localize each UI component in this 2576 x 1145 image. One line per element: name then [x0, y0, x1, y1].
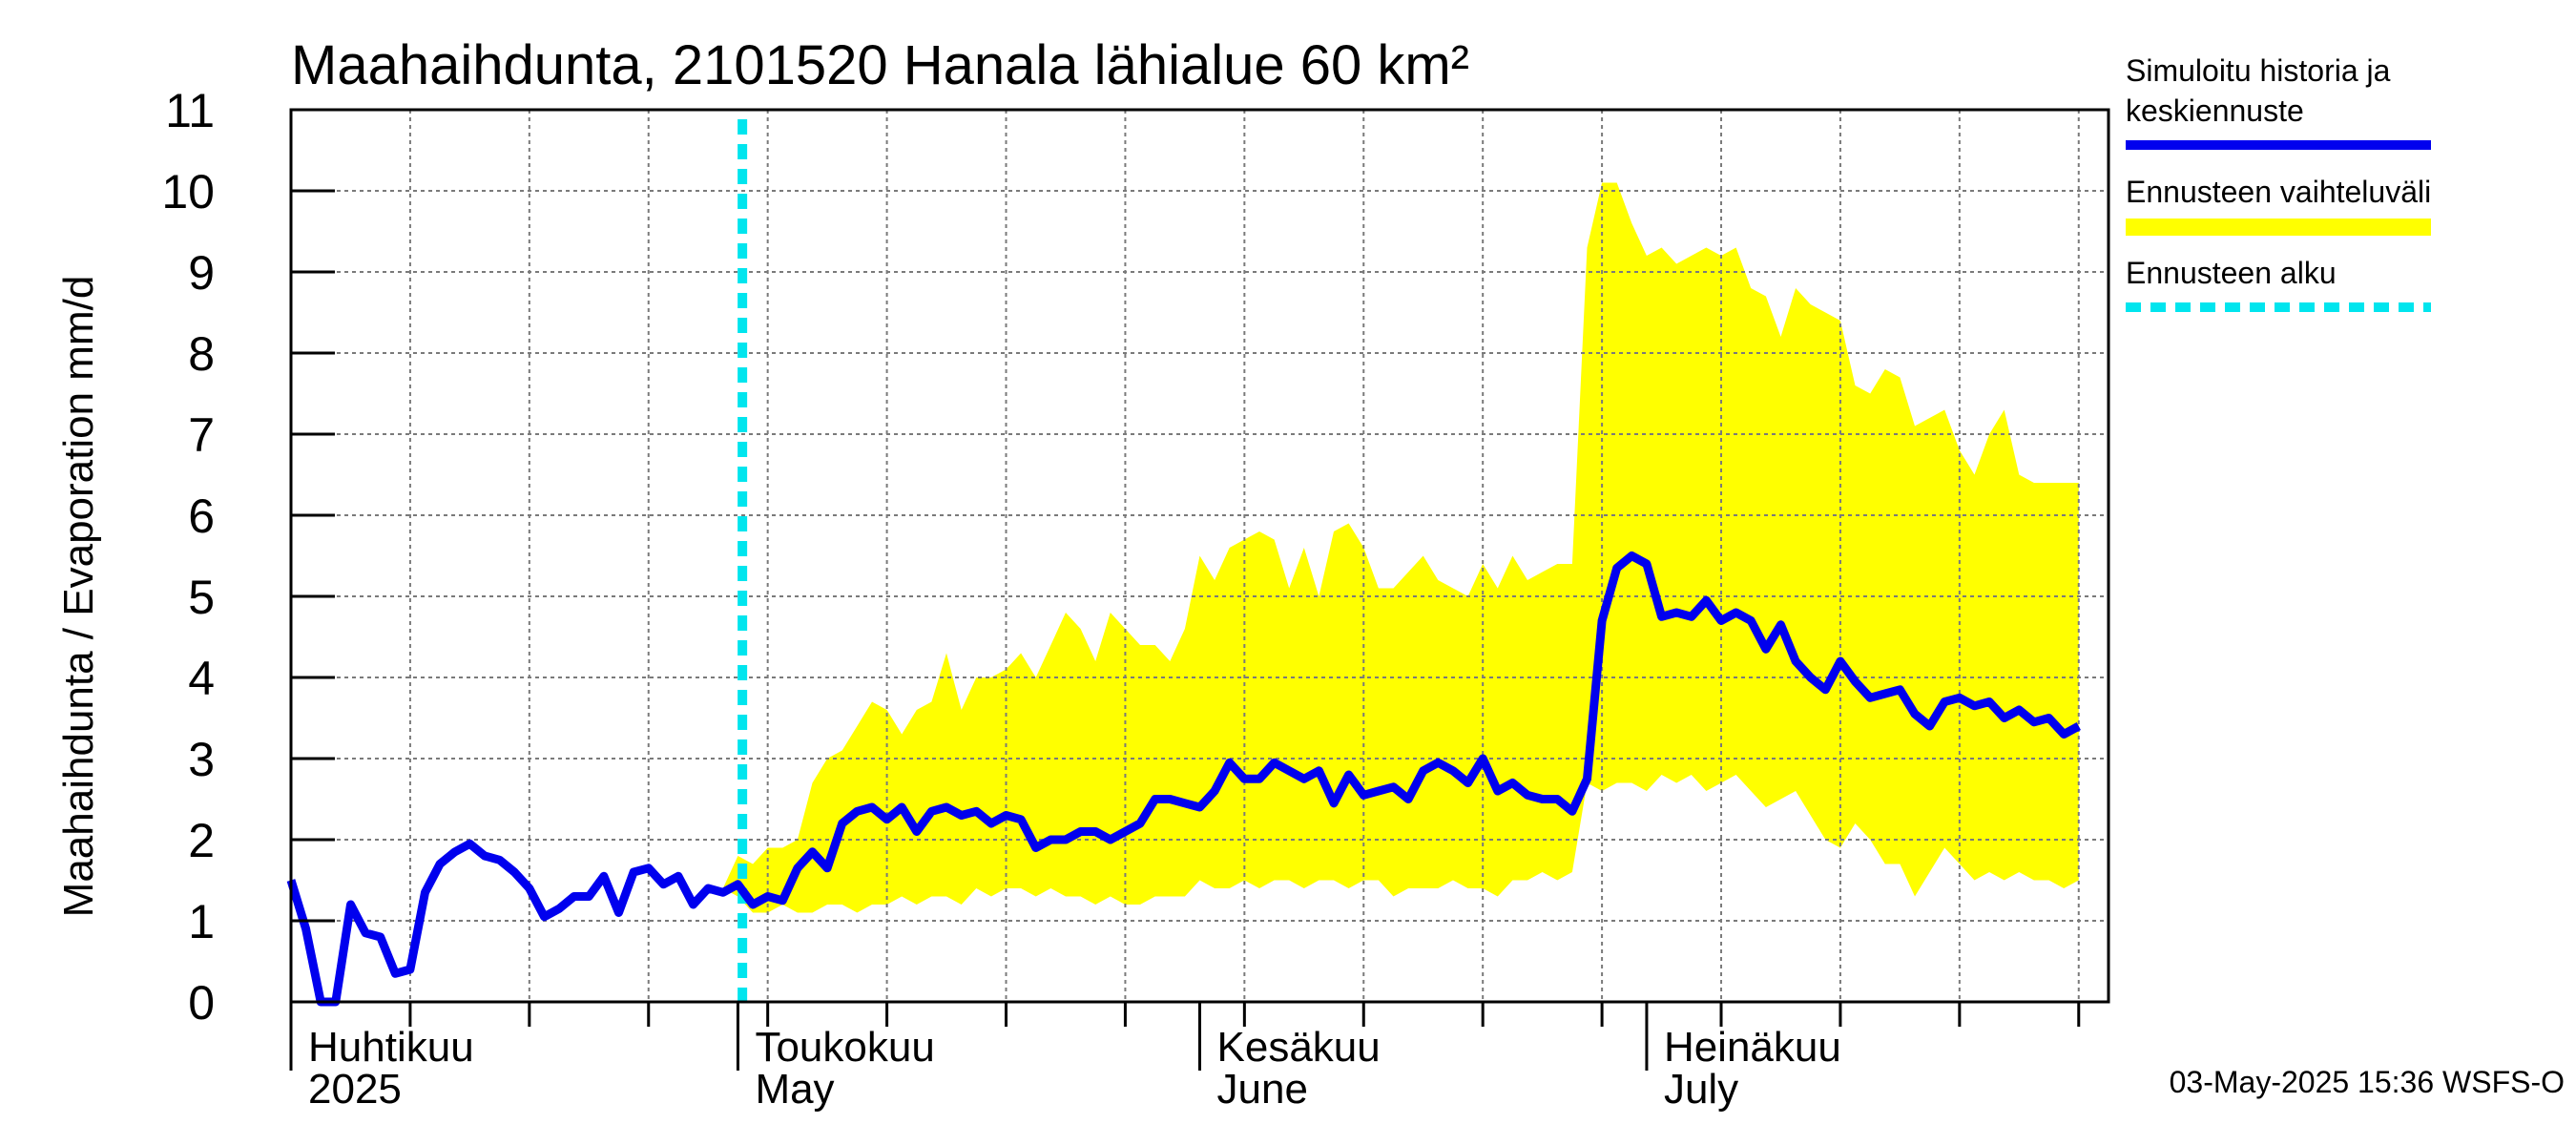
- chart-title: Maahaihdunta, 2101520 Hanala lähialue 60…: [291, 34, 1469, 96]
- y-tick-label: 10: [161, 165, 215, 219]
- legend-label: Ennusteen alku: [2126, 256, 2337, 290]
- y-tick-label: 5: [188, 571, 215, 624]
- y-tick-labels: 0 1 2 3 4 5 6 7 8 9 10 11: [161, 84, 215, 1030]
- y-tick-label: 6: [188, 489, 215, 543]
- y-tick-label: 11: [165, 84, 215, 137]
- legend-swatch-band: [2126, 219, 2431, 236]
- y-tick-label: 1: [188, 895, 215, 948]
- month-label-en: July: [1664, 1066, 1738, 1113]
- median-series: [286, 552, 2081, 1007]
- y-tick-label: 2: [188, 814, 215, 867]
- month-label-fi: Huhtikuu: [308, 1024, 474, 1071]
- y-tick-label: 0: [188, 976, 215, 1030]
- forecast-band-area: [722, 182, 2079, 913]
- y-tick-label: 7: [188, 408, 215, 462]
- y-tick-label: 8: [188, 327, 215, 381]
- median-series-line: [286, 552, 2081, 1007]
- month-label-fi: Toukokuu: [755, 1024, 934, 1071]
- legend-label: Ennusteen vaihteluväli: [2126, 175, 2431, 209]
- month-label-fi: Kesäkuu: [1217, 1024, 1381, 1071]
- legend-label: keskiennuste: [2126, 94, 2304, 128]
- month-label-en: 2025: [308, 1066, 402, 1113]
- y-axis-label: Maahaihdunta / Evaporation mm/d: [55, 276, 102, 918]
- axes: [289, 108, 2110, 1071]
- forecast-range-band: [722, 182, 2079, 913]
- y-tick-label: 4: [188, 652, 215, 705]
- legend-label: Simuloitu historia ja: [2126, 53, 2391, 88]
- month-label-fi: Heinäkuu: [1664, 1024, 1841, 1071]
- y-tick-label: 9: [188, 246, 215, 300]
- grid: [291, 110, 2109, 1006]
- y-tick-label: 3: [188, 733, 215, 786]
- footer-timestamp: 03-May-2025 15:36 WSFS-O: [2170, 1065, 2565, 1099]
- month-label-en: May: [755, 1066, 834, 1113]
- month-label-en: June: [1217, 1066, 1308, 1113]
- legend: Simuloitu historia ja keskiennuste Ennuste…: [2126, 53, 2431, 312]
